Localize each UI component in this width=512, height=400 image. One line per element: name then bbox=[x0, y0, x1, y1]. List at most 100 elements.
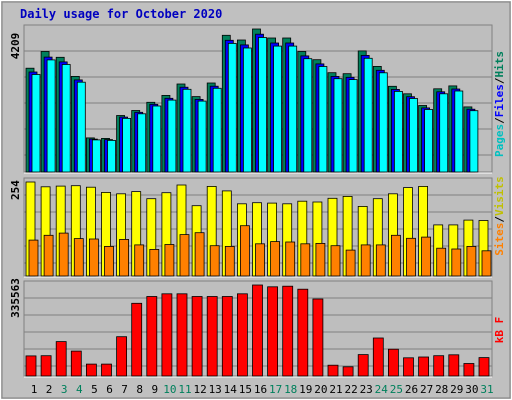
bar-pages-day-18 bbox=[288, 45, 298, 173]
x-label-day-24: 24 bbox=[375, 383, 389, 396]
x-label-day-1: 1 bbox=[31, 383, 38, 396]
x-label-day-22: 22 bbox=[344, 383, 357, 396]
x-label-day-13: 13 bbox=[209, 383, 222, 396]
bar-kbytes-day-3 bbox=[55, 341, 67, 377]
bar-sites-day-17 bbox=[270, 241, 281, 277]
bar-sites-day-31 bbox=[481, 250, 492, 277]
bar-sites-day-14 bbox=[224, 245, 235, 277]
x-label-day-29: 29 bbox=[450, 383, 463, 396]
chart-panels bbox=[23, 24, 493, 378]
x-label-day-27: 27 bbox=[420, 383, 433, 396]
bar-kbytes-day-30 bbox=[463, 363, 475, 377]
bar-kbytes-day-29 bbox=[448, 354, 460, 377]
bar-pages-day-12 bbox=[197, 100, 207, 173]
legend-files-text: Files bbox=[493, 84, 506, 117]
legend-kbytes: kB F bbox=[493, 317, 506, 344]
bar-pages-day-13 bbox=[212, 87, 222, 173]
max-label-kbytes: 335563 bbox=[9, 278, 22, 318]
x-axis-labels: 1 2 3 4 5 6 7 8 9 10 11 12 13 14 15 16 17 18 19 20 21 22 23 24 2… bbox=[31, 383, 494, 396]
bar-sites-day-15 bbox=[239, 225, 250, 277]
bar-sites-day-6 bbox=[104, 245, 114, 277]
legend-visits-text: Visits bbox=[493, 176, 506, 216]
bar-sites-day-2 bbox=[43, 234, 54, 277]
legend-pages-text: Pages bbox=[493, 124, 506, 157]
max-label-kbytes-group: 335563 bbox=[9, 278, 22, 318]
x-label-day-21: 21 bbox=[329, 383, 342, 396]
bar-sites-day-18 bbox=[285, 241, 296, 277]
bar-kbytes-day-18 bbox=[282, 285, 294, 377]
max-label-hits: 4209 bbox=[9, 33, 22, 60]
bar-pages-day-1 bbox=[31, 74, 41, 173]
bar-pages-day-23 bbox=[363, 57, 373, 173]
x-label-day-11: 11 bbox=[178, 383, 191, 396]
panel-visits bbox=[23, 177, 493, 278]
bar-kbytes-day-25 bbox=[387, 348, 399, 377]
x-label-day-10: 10 bbox=[163, 383, 176, 396]
bar-pages-day-29 bbox=[454, 90, 464, 173]
bar-kbytes-day-6 bbox=[101, 363, 112, 377]
bar-pages-day-5 bbox=[92, 139, 101, 173]
bar-kbytes-day-5 bbox=[86, 363, 97, 377]
x-label-day-16: 16 bbox=[254, 383, 267, 396]
bar-kbytes-day-31 bbox=[478, 357, 490, 377]
panel-kbytes bbox=[23, 280, 493, 378]
legend-sep: / bbox=[493, 77, 506, 84]
bar-kbytes-day-11 bbox=[176, 293, 188, 377]
bar-kbytes-day-19 bbox=[297, 288, 309, 377]
legend-pages: Pages/Files/Hits bbox=[493, 51, 506, 157]
x-label-day-5: 5 bbox=[91, 383, 98, 396]
bar-sites-day-12 bbox=[194, 232, 205, 277]
bar-sites-day-26 bbox=[406, 237, 416, 277]
legend-hits-group: Pages/Files/Hits bbox=[493, 51, 506, 157]
x-label-day-17: 17 bbox=[269, 383, 282, 396]
bar-kbytes-day-28 bbox=[433, 355, 445, 377]
legend-sep: / bbox=[493, 216, 506, 223]
bar-pages-day-14 bbox=[227, 43, 237, 173]
bar-pages-day-3 bbox=[61, 64, 71, 173]
bar-sites-day-13 bbox=[209, 245, 220, 277]
bar-pages-day-19 bbox=[303, 58, 313, 173]
bar-kbytes-day-4 bbox=[70, 350, 82, 377]
bar-sites-day-25 bbox=[390, 234, 401, 277]
bar-sites-day-19 bbox=[300, 243, 311, 277]
bar-pages-day-6 bbox=[107, 139, 116, 173]
bar-kbytes-day-26 bbox=[403, 357, 414, 377]
x-label-day-31: 31 bbox=[480, 383, 493, 396]
bar-pages-day-25 bbox=[393, 91, 403, 173]
bar-kbytes-day-27 bbox=[418, 356, 430, 377]
bar-pages-day-30 bbox=[469, 110, 479, 173]
bar-kbytes-day-24 bbox=[372, 337, 384, 377]
bar-kbytes-day-9 bbox=[146, 296, 158, 377]
bar-sites-day-27 bbox=[421, 236, 432, 277]
bar-sites-day-21 bbox=[330, 245, 341, 277]
bar-sites-day-7 bbox=[119, 238, 129, 277]
bar-sites-day-1 bbox=[28, 239, 39, 277]
bar-pages-day-7 bbox=[122, 118, 131, 173]
bar-pages-day-26 bbox=[409, 98, 418, 173]
bar-sites-day-22 bbox=[345, 249, 356, 277]
bar-pages-day-4 bbox=[76, 81, 86, 173]
bar-kbytes-day-7 bbox=[116, 336, 127, 377]
x-label-day-4: 4 bbox=[76, 383, 83, 396]
x-label-day-30: 30 bbox=[465, 383, 478, 396]
bar-sites-day-29 bbox=[451, 248, 462, 277]
bar-pages-day-21 bbox=[333, 78, 343, 173]
max-label-hits-group: 4209 bbox=[9, 33, 22, 60]
legend-sep: / bbox=[493, 117, 506, 124]
chart-title: Daily usage for October 2020 bbox=[20, 7, 222, 21]
x-label-day-19: 19 bbox=[299, 383, 312, 396]
bar-kbytes-day-13 bbox=[206, 296, 218, 377]
x-label-day-23: 23 bbox=[360, 383, 373, 396]
bar-sites-day-30 bbox=[466, 245, 477, 277]
bar-sites-day-23 bbox=[360, 244, 371, 277]
x-label-day-3: 3 bbox=[61, 383, 68, 396]
bar-sites-day-4 bbox=[73, 238, 84, 277]
bar-pages-day-16 bbox=[258, 37, 267, 173]
bar-sites-day-20 bbox=[315, 242, 326, 277]
max-label-visits-group: 254 bbox=[9, 180, 22, 200]
x-label-day-9: 9 bbox=[151, 383, 158, 396]
x-label-day-18: 18 bbox=[284, 383, 297, 396]
bar-kbytes-day-20 bbox=[312, 298, 324, 377]
bar-pages-day-11 bbox=[182, 88, 192, 173]
